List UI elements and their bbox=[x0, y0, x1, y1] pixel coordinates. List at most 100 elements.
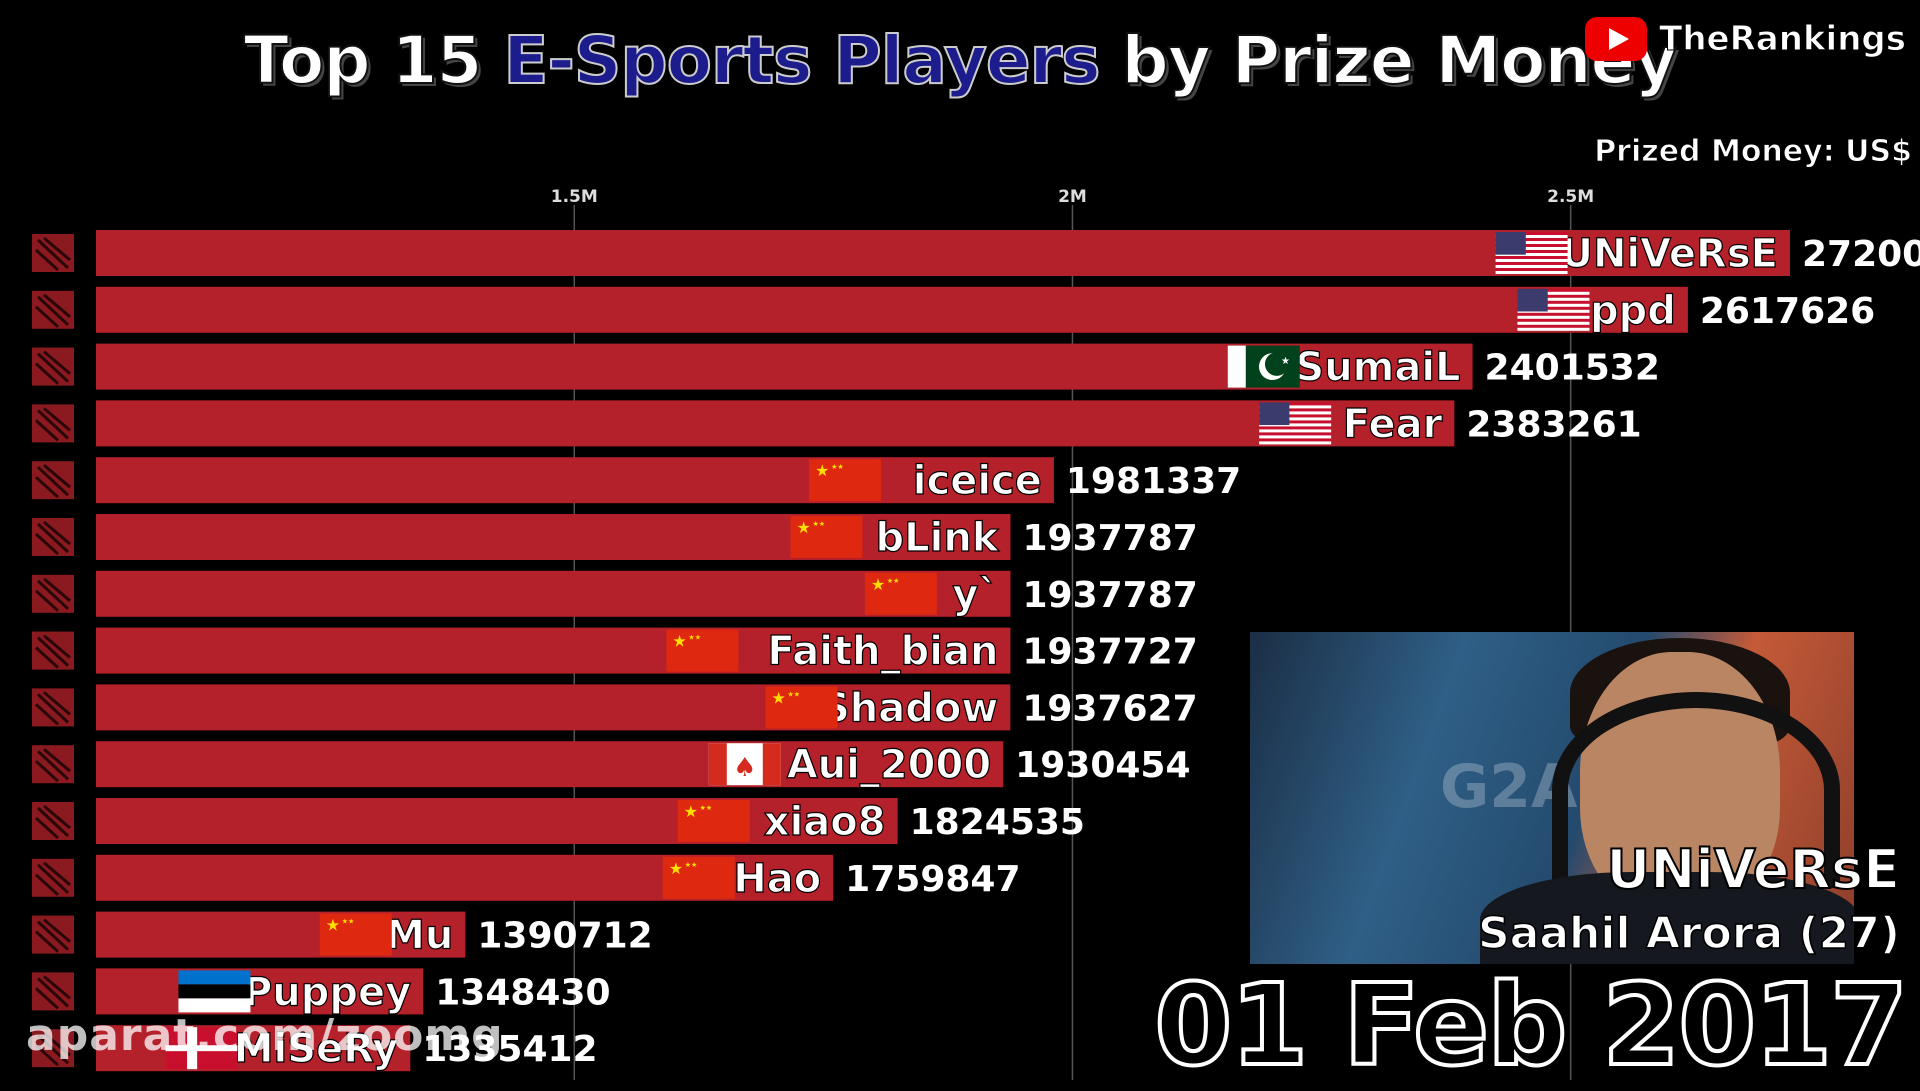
flag-stripe bbox=[1495, 268, 1568, 271]
bar-value-label: 1930454 bbox=[1015, 745, 1190, 786]
flag-stripe bbox=[1259, 435, 1332, 439]
bar-row: SumaiL ★ 2401532 bbox=[32, 343, 1660, 391]
bar-value-label: 1335412 bbox=[422, 1029, 597, 1070]
flag-stripe bbox=[1259, 432, 1332, 436]
flag-cn-icon: ★ ★★ bbox=[662, 856, 735, 899]
icon-marks bbox=[34, 861, 71, 896]
bar bbox=[96, 400, 1455, 447]
bar-row: Puppey 1348430 bbox=[32, 968, 611, 1016]
flag-field bbox=[319, 913, 392, 956]
dota2-icon bbox=[32, 745, 74, 784]
featured-player-real-name: Saahil Arora (27) bbox=[1477, 907, 1901, 960]
flag-stripe bbox=[1495, 238, 1568, 241]
bar-row: Aui_2000 ♠ 1930454 bbox=[32, 741, 1191, 789]
bar-row: Hao★ ★★ 1759847 bbox=[32, 854, 1021, 902]
bar-value-label: 2401532 bbox=[1485, 348, 1660, 389]
bar-row: MiSeRy 1335412 bbox=[32, 1025, 598, 1073]
bar bbox=[96, 968, 424, 1015]
flag-stripe bbox=[1495, 253, 1568, 256]
icon-marks bbox=[34, 350, 71, 385]
bar-name-label: UNiVeRsE bbox=[1560, 231, 1778, 277]
flag-hoist bbox=[1227, 345, 1246, 388]
dota2-icon bbox=[32, 631, 74, 670]
chart-title: Top 15 E-Sports Players by Prize Money bbox=[0, 21, 1920, 100]
flag-stripe bbox=[1517, 288, 1590, 292]
flag-stripe bbox=[1517, 300, 1590, 304]
flag-stripe bbox=[1517, 306, 1590, 310]
x-tick-label: 1.5M bbox=[551, 187, 598, 207]
dota2-icon bbox=[32, 802, 74, 840]
flag-star: ★★ bbox=[688, 634, 701, 642]
x-tick-label: 2M bbox=[1058, 187, 1087, 207]
bar-value-label: 1981337 bbox=[1066, 461, 1241, 502]
bar-value-label: 1937787 bbox=[1022, 575, 1197, 616]
bar-value-label: 1937627 bbox=[1022, 688, 1197, 729]
photo-body bbox=[1480, 872, 1854, 964]
bar-row: bLink ★ ★★ 1937787 bbox=[32, 514, 1198, 562]
flag-stripe bbox=[1495, 265, 1568, 268]
title-accent: E-Sports Players bbox=[502, 21, 1101, 100]
bar-value-label: 2720096 bbox=[1802, 234, 1920, 275]
flag-field bbox=[662, 856, 735, 899]
flag-star: ★★ bbox=[685, 861, 698, 869]
flag-cn-icon: ★ ★★ bbox=[765, 686, 838, 729]
bar-value-label: 2617626 bbox=[1700, 291, 1875, 332]
flag-stripe bbox=[1259, 438, 1332, 442]
bar-name-label: SumaiL bbox=[1295, 345, 1460, 391]
bar bbox=[96, 627, 1011, 674]
dota2-icon bbox=[32, 234, 74, 272]
dota2-icon bbox=[32, 858, 74, 897]
flag-ee-icon bbox=[178, 970, 251, 1013]
flag-star: ★ bbox=[796, 518, 810, 537]
bar bbox=[96, 798, 898, 844]
bar bbox=[96, 684, 1011, 731]
flag-stripe bbox=[1517, 309, 1590, 313]
icon-marks bbox=[34, 1032, 71, 1067]
flag-field bbox=[809, 459, 882, 502]
flag-stripe bbox=[1517, 327, 1590, 331]
bar bbox=[96, 457, 1054, 504]
icon-marks bbox=[34, 293, 71, 328]
icon-marks bbox=[34, 804, 71, 840]
flag-stripe bbox=[1495, 256, 1568, 259]
bar-row: y` ★ ★★ 1937787 bbox=[32, 570, 1198, 618]
bar-name-label: y` bbox=[952, 572, 998, 618]
icon-marks bbox=[34, 577, 71, 612]
bar-row: xiao8 ★ ★★ 1824535 bbox=[32, 798, 1085, 846]
flag-field bbox=[790, 516, 863, 558]
flag-stripe bbox=[1495, 271, 1568, 274]
featured-player-photo: G2A bbox=[1250, 632, 1854, 964]
flag-star: ★★ bbox=[831, 463, 844, 471]
bar-row: ppd 2617626 bbox=[32, 286, 1875, 334]
featured-player-name: UNiVeRsE bbox=[1605, 837, 1901, 902]
bar-name-label: Mu bbox=[385, 913, 453, 959]
flag-band bbox=[178, 998, 251, 1013]
bar bbox=[96, 286, 1688, 333]
flag-band bbox=[178, 984, 251, 999]
flag-cn-icon: ★ ★★ bbox=[319, 913, 392, 956]
icon-marks bbox=[34, 918, 71, 953]
channel-badge[interactable]: TheRankings bbox=[1585, 14, 1906, 64]
flag-ca-icon: ♠ bbox=[708, 743, 781, 786]
bar-row: iceice ★ ★★ 1981337 bbox=[32, 457, 1241, 505]
dota2-icon bbox=[32, 290, 74, 329]
bar-row: Faith_bian ★ ★★ 1937727 bbox=[32, 627, 1198, 675]
flag-stripe bbox=[1259, 417, 1332, 421]
bar-name-label: ppd bbox=[1590, 288, 1676, 334]
bar bbox=[96, 514, 1011, 560]
flag-stripe bbox=[1259, 411, 1332, 415]
bar-row: Mu★ ★★ 1390712 bbox=[32, 911, 653, 959]
flag-stripe bbox=[1259, 423, 1332, 427]
flag-stripe bbox=[1259, 408, 1332, 412]
date-label: 01 Feb 2017 bbox=[1152, 961, 1910, 1091]
bar bbox=[96, 1025, 411, 1072]
channel-name: TheRankings bbox=[1659, 19, 1907, 60]
flag-cn-icon: ★ ★★ bbox=[809, 459, 882, 502]
flag-star: ★ bbox=[772, 688, 786, 707]
flag-canton bbox=[1259, 402, 1290, 426]
icon-marks bbox=[34, 634, 71, 669]
flag-stripe bbox=[1495, 247, 1568, 250]
bar bbox=[96, 741, 1004, 788]
bar-name-label: Hao bbox=[733, 856, 821, 902]
